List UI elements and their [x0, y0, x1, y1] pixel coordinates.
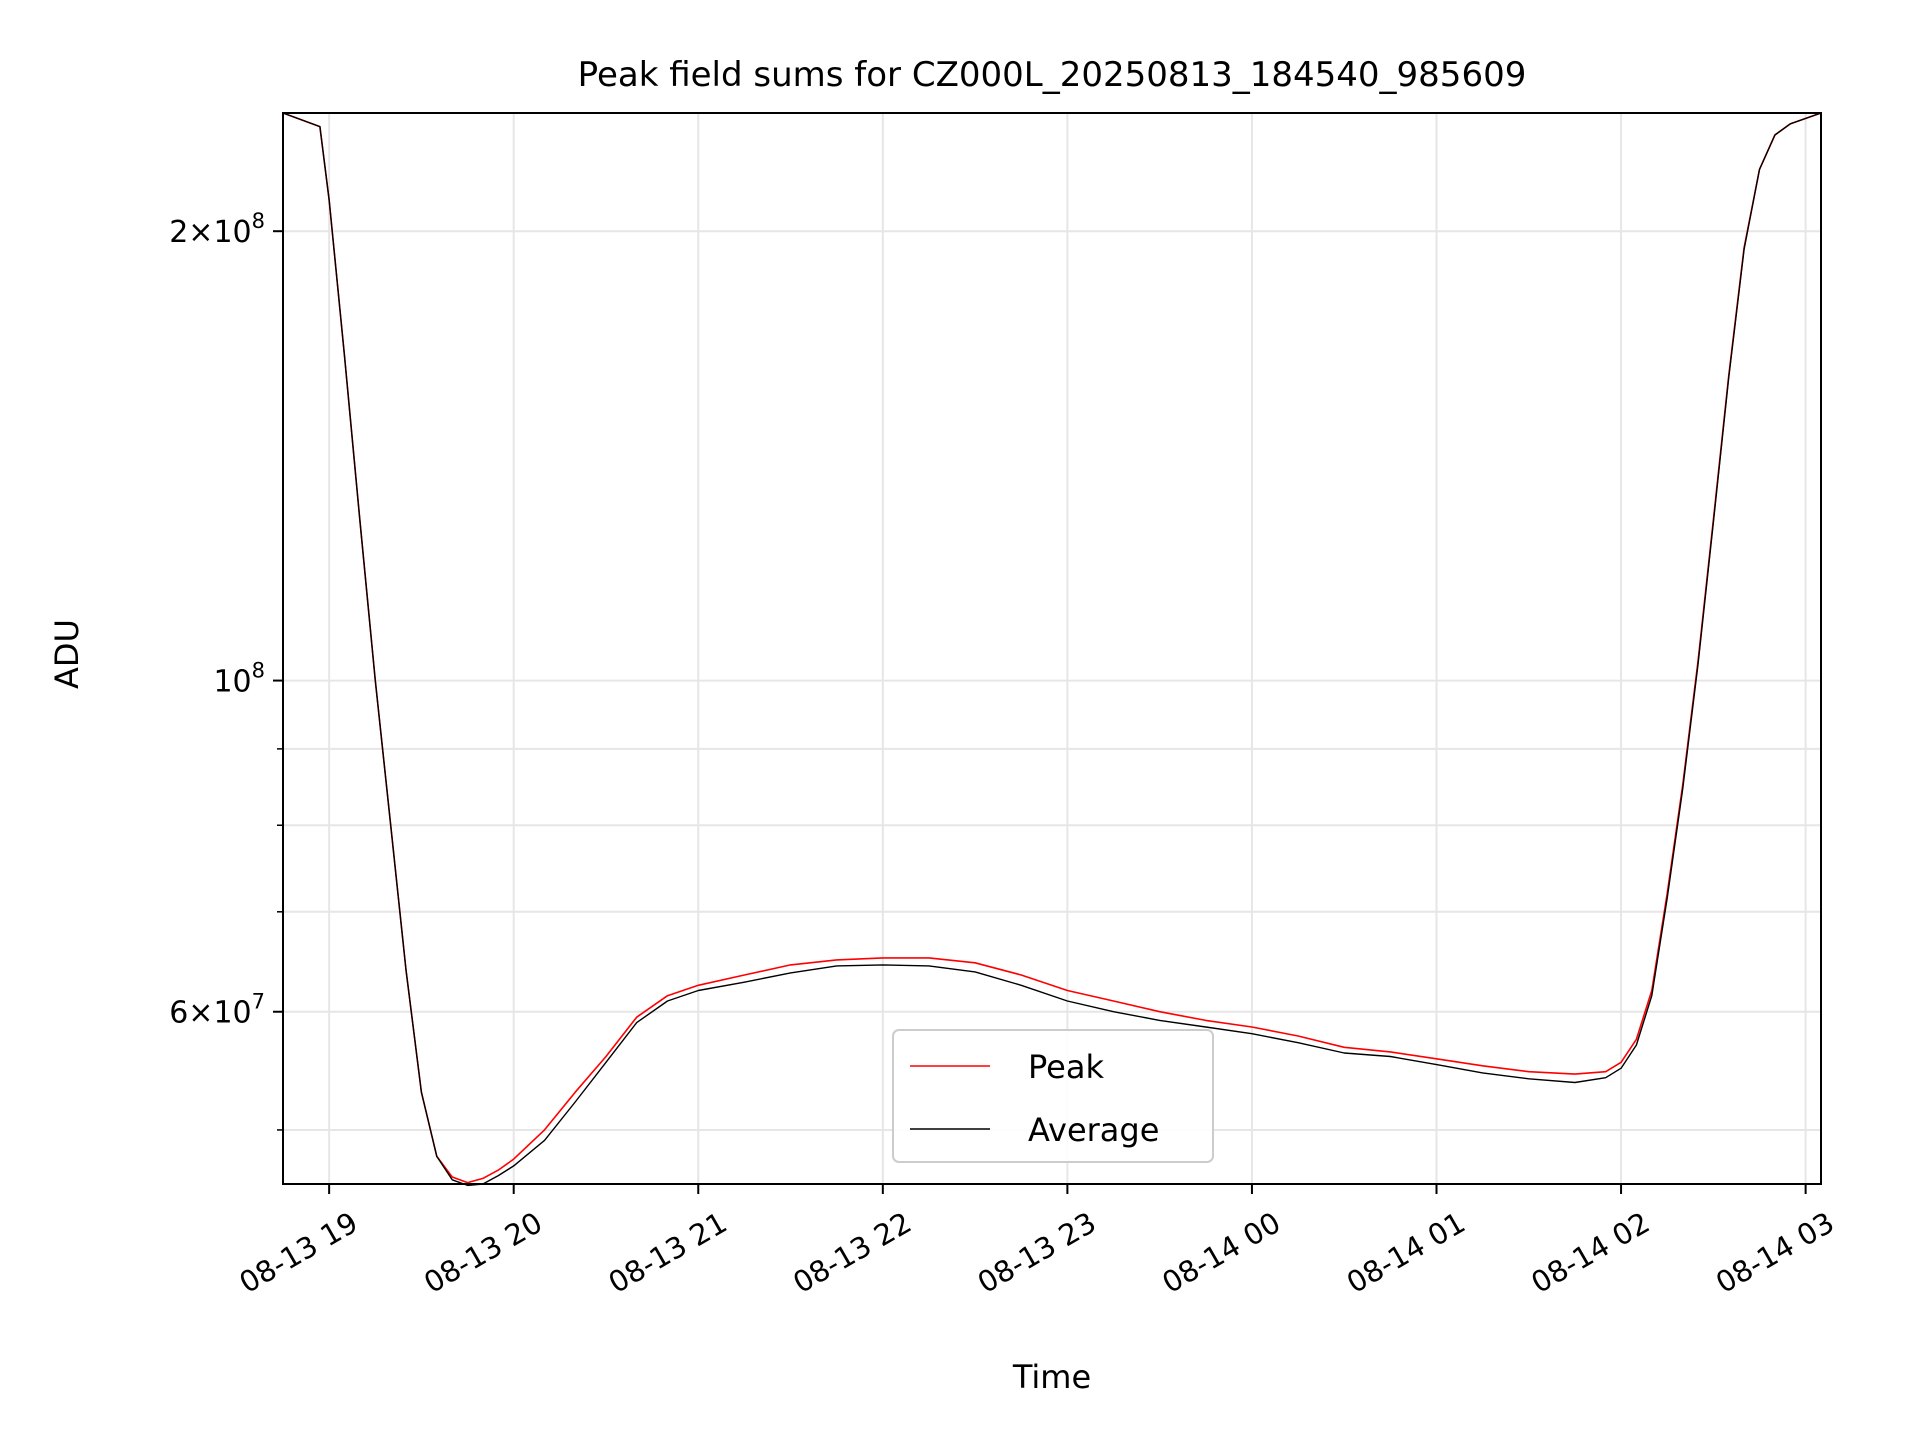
y-axis-label: ADU	[48, 619, 86, 689]
plot-frame	[282, 112, 1822, 1185]
y-tick-label: 108	[213, 659, 265, 700]
legend-label-peak: Peak	[1028, 1048, 1104, 1086]
y-axis: 6×107 108 2×108	[169, 209, 283, 1131]
legend: Peak Average	[892, 1029, 1214, 1163]
series-layer	[282, 112, 1822, 1187]
chart-title: Peak field sums for CZ000L_20250813_1845…	[578, 55, 1527, 95]
series-line-average	[282, 112, 1822, 1187]
y-tick-label: 6×107	[169, 990, 265, 1031]
y-tick-label: 2×108	[169, 209, 265, 250]
legend-label-average: Average	[1028, 1111, 1159, 1149]
x-axis-label: Time	[1012, 1358, 1091, 1396]
